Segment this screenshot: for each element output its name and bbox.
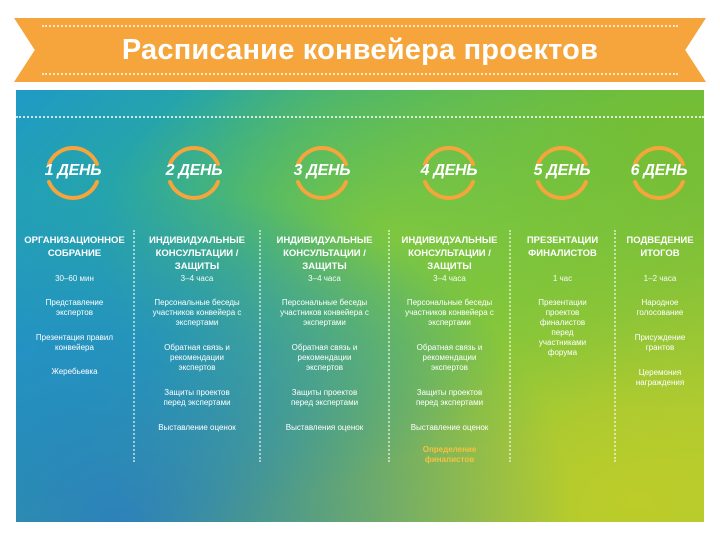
column-title: ИНДИВИДУАЛЬНЫЕ КОНСУЛЬТАЦИИ / ЗАЩИТЫ xyxy=(148,235,246,272)
column-duration: 30–60 мин xyxy=(55,274,94,283)
day-badge: 2 ДЕНЬ xyxy=(155,142,235,202)
list-item: Народное голосование xyxy=(636,298,684,317)
list-item: Презентации проектов финалистов перед уч… xyxy=(538,298,587,357)
day-label: 1 ДЕНЬ xyxy=(44,162,102,179)
list-item: Представление экспертов xyxy=(45,298,104,317)
list-item: Выставление оценок xyxy=(158,423,236,432)
column-title: ИНДИВИДУАЛЬНЫЕ КОНСУЛЬТАЦИИ / ЗАЩИТЫ xyxy=(401,235,498,272)
column-separator xyxy=(509,230,511,462)
column-duration: 1 час xyxy=(552,274,573,283)
list-item: Выставление оценок xyxy=(410,423,489,432)
column-title: ОРГАНИЗАЦИОННОЕ СОБРАНИЕ xyxy=(24,235,125,259)
day-column-5: 5 ДЕНЬ ПРЕЗЕНТАЦИИ ФИНАЛИСТОВ 1 час През… xyxy=(511,90,614,522)
day-column-4: 4 ДЕНЬ ИНДИВИДУАЛЬНЫЕ КОНСУЛЬТАЦИИ / ЗАЩ… xyxy=(390,90,509,522)
day-label: 2 ДЕНЬ xyxy=(165,162,223,179)
list-item: Презентация правил конвейера xyxy=(35,333,114,352)
day-badge: 1 ДЕНЬ xyxy=(34,142,114,202)
list-item: Персональные беседы участников конвейера… xyxy=(152,298,242,327)
column-duration: 3–4 часа xyxy=(433,274,466,283)
column-duration: 3–4 часа xyxy=(308,274,341,283)
title-banner: Расписание конвейера проектов xyxy=(14,18,706,82)
day-badge: 3 ДЕНЬ xyxy=(283,142,363,202)
list-item: Защиты проектов перед экспертами xyxy=(415,388,484,407)
column-duration: 1–2 часа xyxy=(643,274,677,283)
day-column-2: 2 ДЕНЬ ИНДИВИДУАЛЬНЫЕ КОНСУЛЬТАЦИИ / ЗАЩ… xyxy=(135,90,259,522)
list-item: Обратная связь и рекомендации экспертов xyxy=(164,343,230,372)
column-separator xyxy=(388,230,390,462)
day-ring-icon xyxy=(168,146,220,200)
title-banner-inner xyxy=(42,25,678,75)
list-item: Обратная связь и рекомендации экспертов xyxy=(416,343,483,372)
schedule-panel: 1 ДЕНЬ ОРГАНИЗАЦИОННОЕ СОБРАНИЕ 30–60 ми… xyxy=(16,90,704,522)
day-column-3: 3 ДЕНЬ ИНДИВИДУАЛЬНЫЕ КОНСУЛЬТАЦИИ / ЗАЩ… xyxy=(261,90,388,522)
list-item: Персональные беседы участников конвейера… xyxy=(405,298,494,327)
list-item: Защиты проектов перед экспертами xyxy=(290,388,359,407)
day-label: 3 ДЕНЬ xyxy=(293,162,351,179)
day-ring-icon xyxy=(423,146,475,200)
day-column-6: 6 ДЕНЬ ПОДВЕДЕНИЕ ИТОГОВ 1–2 часа Народн… xyxy=(616,90,704,522)
list-item: Персональные беседы участников конвейера… xyxy=(280,298,369,327)
finalists-highlight: Определение финалистов xyxy=(422,445,477,464)
day-label: 4 ДЕНЬ xyxy=(420,162,478,179)
column-title: ИНДИВИДУАЛЬНЫЕ КОНСУЛЬТАЦИИ / ЗАЩИТЫ xyxy=(276,235,373,272)
day-label: 5 ДЕНЬ xyxy=(533,162,591,179)
day-badge: 5 ДЕНЬ xyxy=(523,142,603,202)
day-ring-icon xyxy=(536,146,588,200)
day-ring-icon xyxy=(47,146,99,200)
column-duration: 3–4 часа xyxy=(180,274,214,283)
list-item: Выставления оценок xyxy=(285,423,364,432)
column-title: ПОДВЕДЕНИЕ ИТОГОВ xyxy=(626,235,694,259)
column-title: ПРЕЗЕНТАЦИИ ФИНАЛИСТОВ xyxy=(526,235,599,259)
day-badge: 4 ДЕНЬ xyxy=(410,142,490,202)
column-separator xyxy=(614,230,616,462)
column-separator xyxy=(259,230,261,462)
panel-divider xyxy=(16,116,704,118)
day-ring-icon xyxy=(633,146,685,200)
list-item: Обратная связь и рекомендации экспертов xyxy=(291,343,358,372)
day-badge: 6 ДЕНЬ xyxy=(620,142,700,202)
page-title: Расписание конвейера проектов xyxy=(121,33,599,66)
day-column-1: 1 ДЕНЬ ОРГАНИЗАЦИОННОЕ СОБРАНИЕ 30–60 ми… xyxy=(16,90,133,522)
day-label: 6 ДЕНЬ xyxy=(630,162,688,179)
list-item: Церемония награждения xyxy=(635,368,685,387)
list-item: Защиты проектов перед экспертами xyxy=(163,388,231,407)
list-item: Присуждение грантов xyxy=(634,333,686,352)
list-item: Жеребьевка xyxy=(51,367,98,376)
column-separator xyxy=(133,230,135,462)
day-ring-icon xyxy=(296,146,348,200)
